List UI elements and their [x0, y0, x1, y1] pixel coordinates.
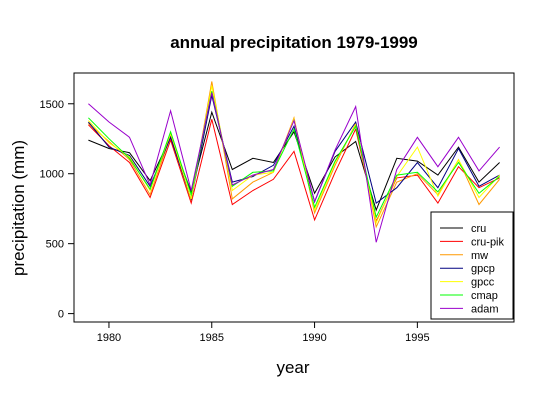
y-tick-label: 1000: [40, 169, 64, 181]
series-layer: [88, 81, 500, 243]
y-axis: 0 500 1000 1500: [40, 99, 74, 321]
series-line-mw: [88, 81, 500, 229]
y-axis-title: precipitation (mm): [9, 140, 28, 276]
series-line-cru: [88, 110, 500, 212]
x-tick-label: 1985: [200, 332, 224, 344]
y-tick-label: 1500: [40, 99, 64, 111]
series-line-gpcp: [88, 95, 500, 204]
legend-label-gpcc: gpcc: [471, 277, 495, 289]
plot-frame: [73, 72, 515, 323]
legend-label-gpcp: gpcp: [471, 263, 495, 275]
y-tick-label: 500: [46, 239, 64, 251]
series-line-cru-pik: [88, 119, 500, 223]
chart-title: annual precipitation 1979-1999: [170, 33, 418, 52]
legend-label-mw: mw: [471, 250, 488, 262]
series-line-adam: [88, 92, 500, 243]
legend-label-cmap: cmap: [471, 290, 498, 302]
x-axis: 1980 1985 1990 1995: [97, 322, 430, 344]
x-tick-label: 1990: [302, 332, 326, 344]
series-line-cmap: [88, 91, 500, 219]
x-tick-label: 1980: [97, 332, 121, 344]
legend-label-cru-pik: cru-pik: [471, 236, 505, 248]
legend-box: [430, 211, 514, 320]
x-tick-label: 1995: [405, 332, 429, 344]
y-tick-label: 0: [58, 309, 64, 321]
x-axis-title: year: [276, 358, 309, 377]
legend-label-cru: cru: [471, 223, 486, 235]
legend-label-adam: adam: [471, 303, 499, 315]
